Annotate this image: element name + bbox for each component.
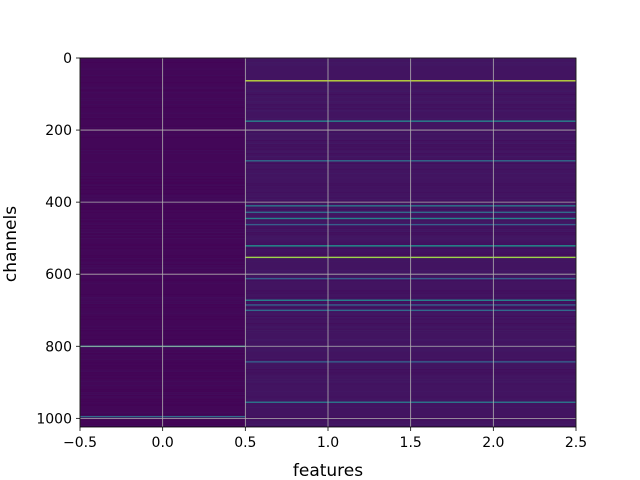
x-axis: −0.5 0.0 0.5 1.0 1.5 2.0 2.5 [63,427,587,451]
x-tick-label: 2.0 [482,435,504,451]
x-tick-label: 1.0 [317,435,339,451]
x-tick-label: 0.0 [152,435,174,451]
x-tick-label: 1.5 [400,435,422,451]
x-axis-label: features [293,461,363,480]
y-tick-label: 1000 [36,411,72,427]
y-axis-label: channels [1,206,21,282]
y-tick-label: 600 [45,267,72,283]
y-tick-label: 400 [45,195,72,211]
y-tick-label: 800 [45,339,72,355]
y-tick-label: 200 [45,123,72,139]
x-tick-label: −0.5 [63,435,97,451]
x-tick-label: 2.5 [565,435,587,451]
y-axis: 0 200 400 600 800 1000 [36,51,80,427]
y-tick-label: 0 [63,51,72,67]
x-tick-label: 0.5 [234,435,256,451]
